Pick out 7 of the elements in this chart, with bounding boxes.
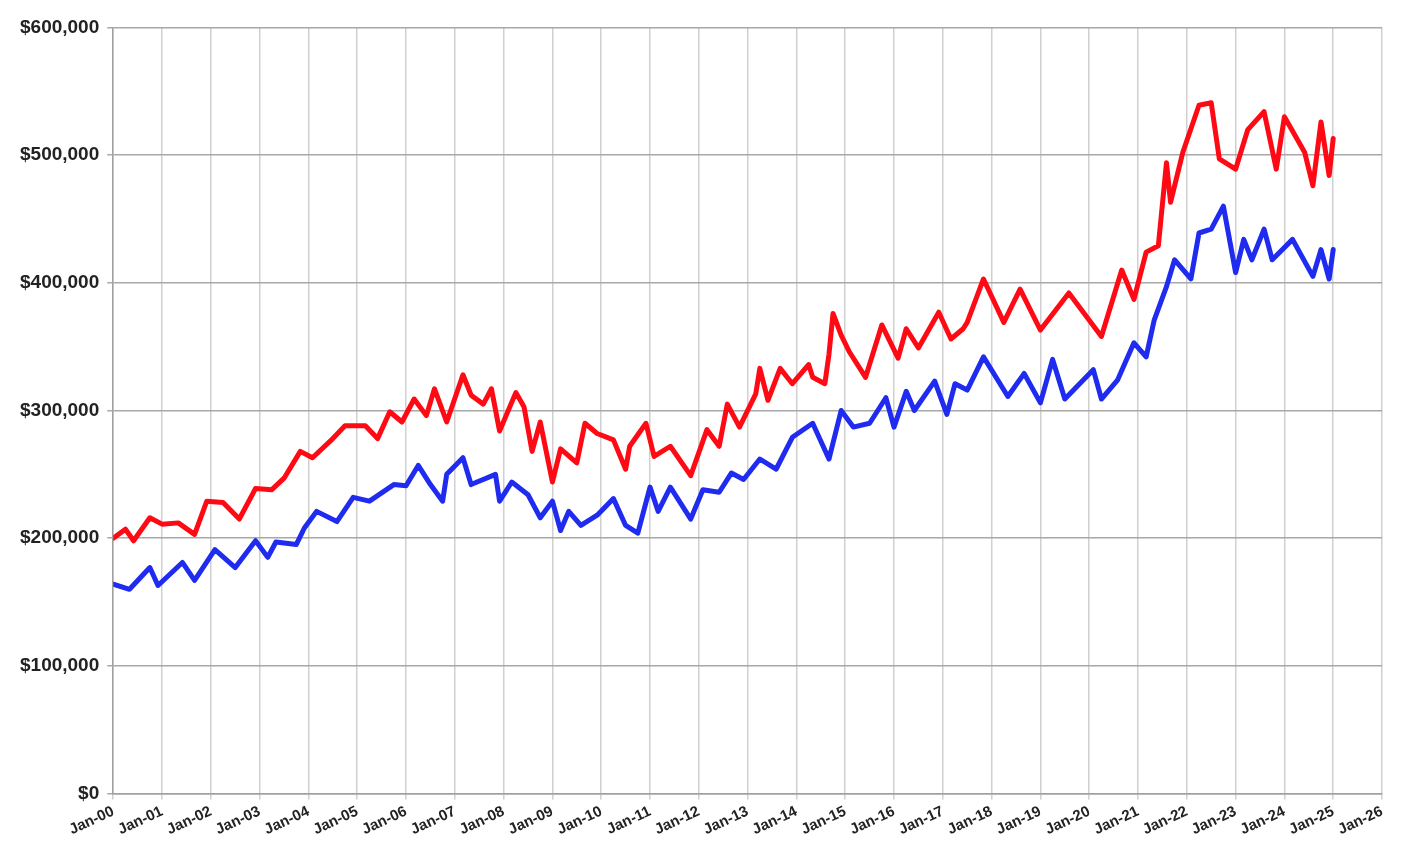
y-tick-label: $500,000: [20, 143, 100, 165]
y-tick-label: $100,000: [20, 654, 100, 676]
y-tick-label: $300,000: [20, 398, 100, 420]
y-tick-label: $200,000: [20, 526, 100, 548]
y-tick-label: $600,000: [20, 15, 100, 37]
y-tick-label: $400,000: [20, 271, 100, 293]
y-tick-label: $0: [78, 781, 100, 803]
